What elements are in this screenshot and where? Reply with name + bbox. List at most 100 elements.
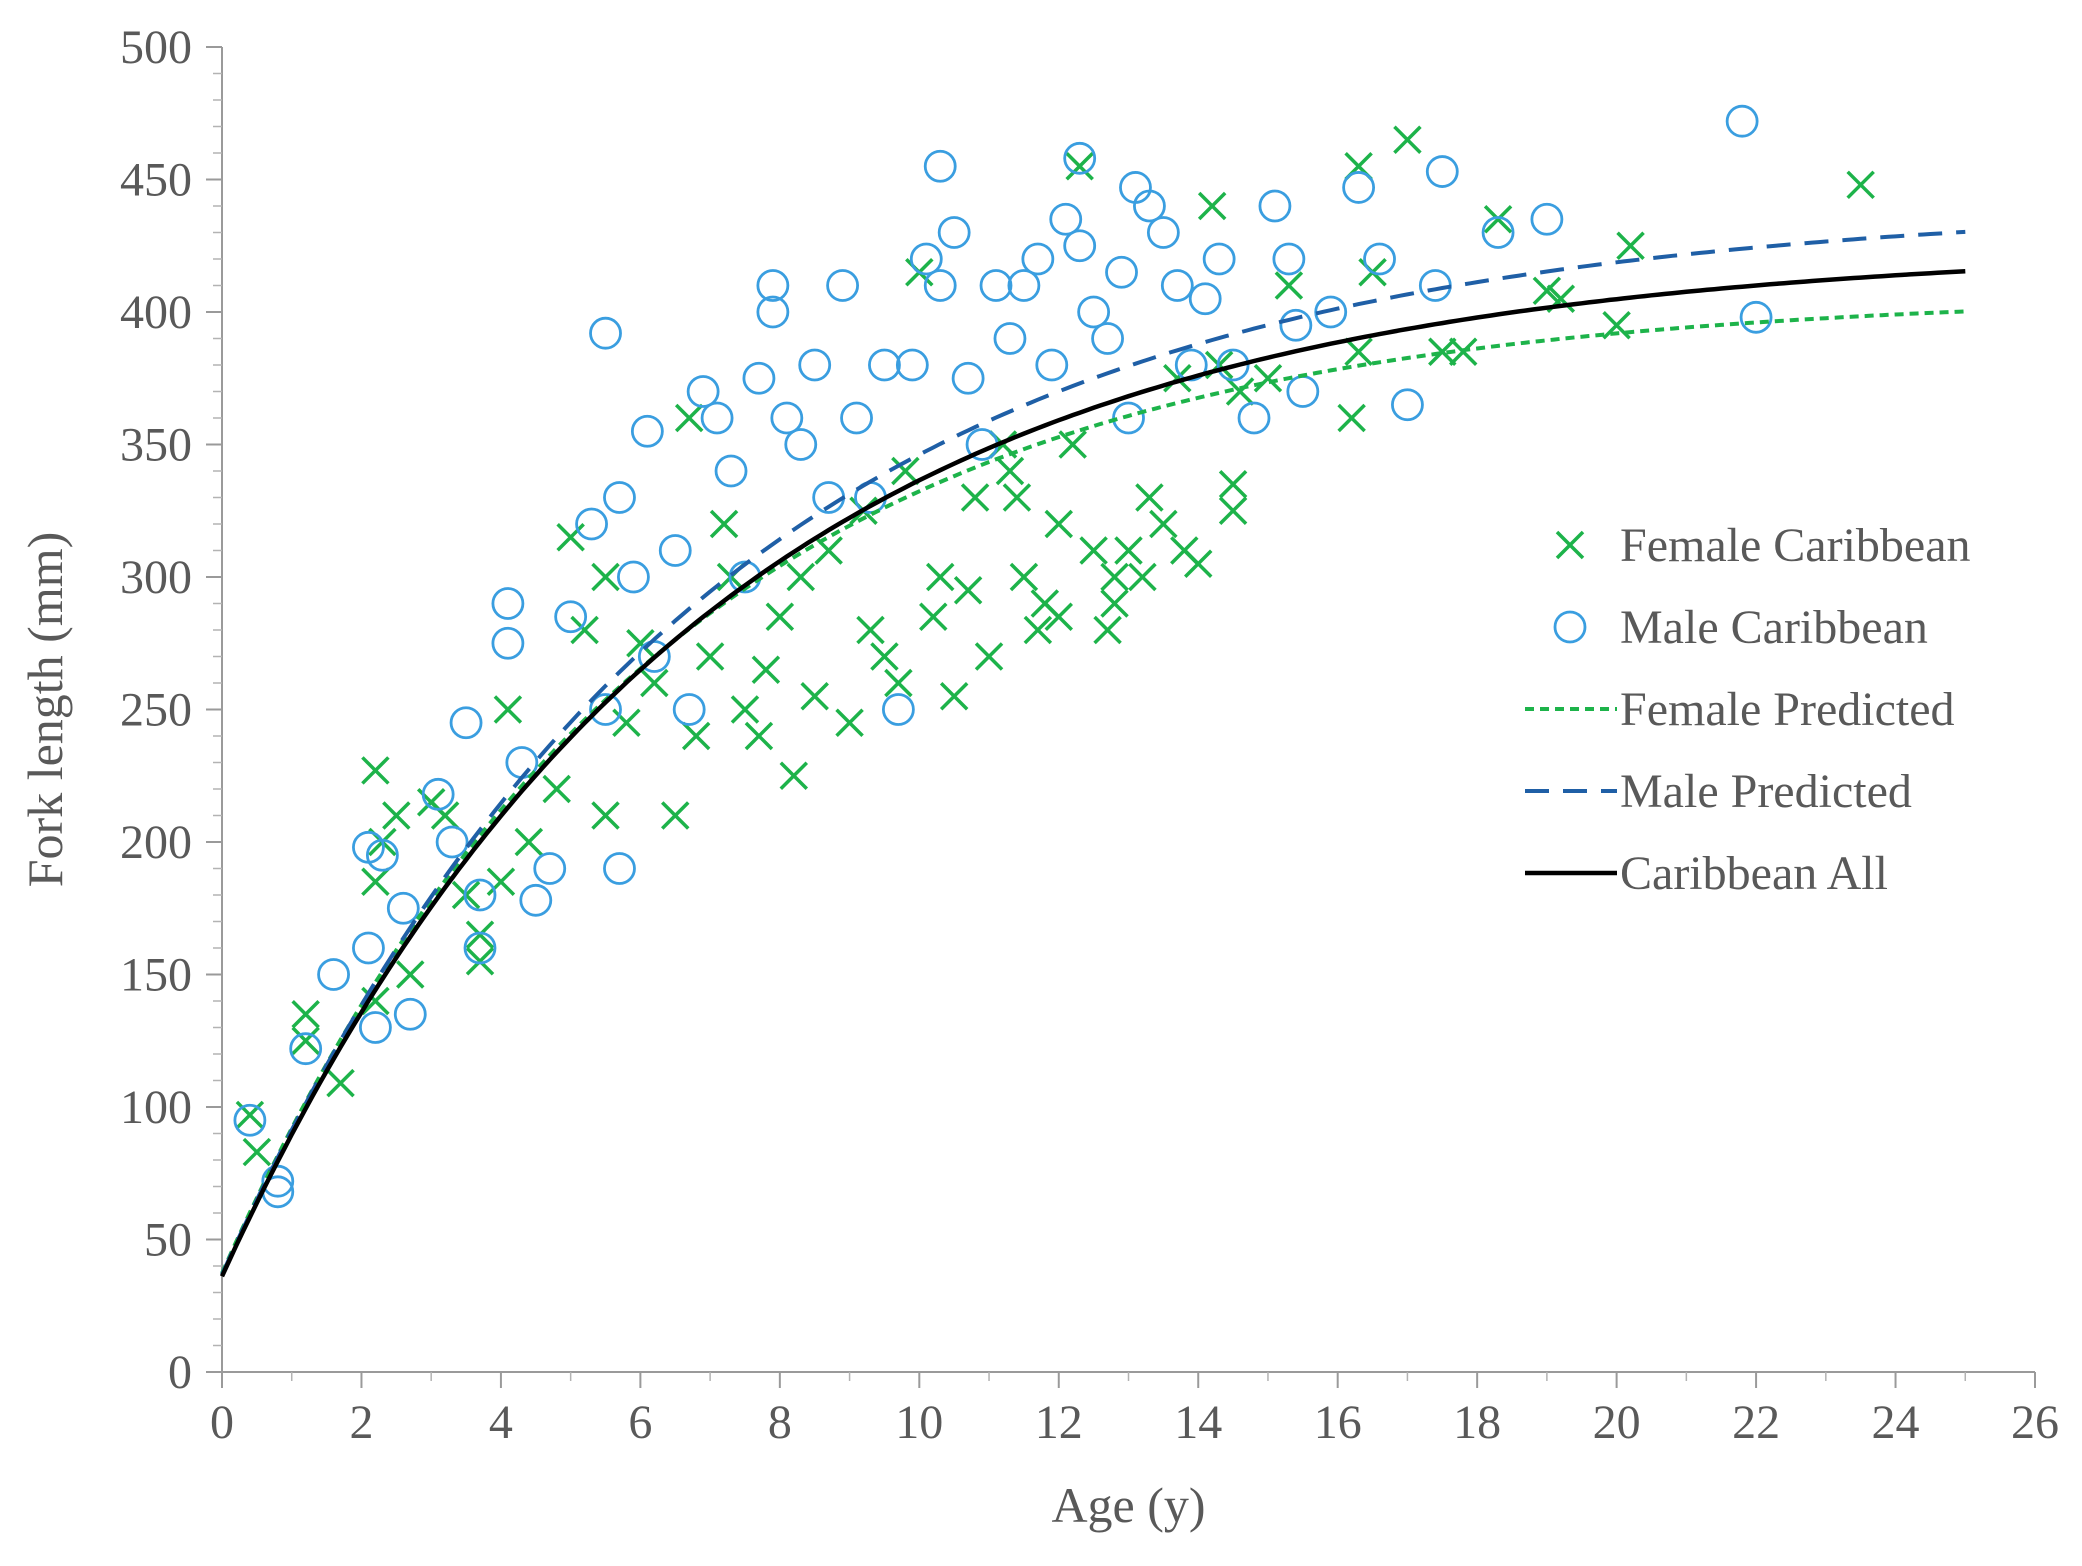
legend-item: Caribbean All: [1525, 847, 1888, 900]
data-point: [658, 534, 692, 567]
data-point: [661, 801, 690, 830]
data-point: [1065, 152, 1094, 181]
data-point: [1337, 403, 1366, 433]
marker-stroke: [430, 801, 460, 830]
data-point: [798, 348, 832, 382]
marker-stroke: [1170, 536, 1199, 565]
data-point: [1532, 276, 1562, 306]
marker-stroke: [612, 708, 641, 737]
legend-label: Male Predicted: [1620, 765, 1912, 818]
data-point: [449, 706, 483, 740]
data-point: [591, 801, 620, 830]
marker-stroke: [1100, 589, 1129, 618]
legend-label: Female Caribbean: [1620, 519, 1971, 572]
data-point: [326, 1068, 355, 1098]
data-point: [640, 668, 669, 698]
data-point: [1188, 282, 1222, 316]
marker-stroke: [1253, 364, 1283, 393]
data-point: [681, 721, 711, 751]
x-tick-label: 4: [489, 1396, 513, 1449]
marker-stroke: [779, 761, 809, 790]
legend-item: Female Predicted: [1525, 683, 1955, 736]
data-point: [1225, 377, 1255, 406]
marker-stroke: [1044, 602, 1074, 631]
data-point: [1163, 364, 1192, 393]
data-point: [1105, 255, 1138, 289]
data-point: [359, 1011, 392, 1044]
x-tick-label: 16: [1314, 1396, 1362, 1449]
data-point: [1063, 229, 1097, 263]
data-point: [1063, 141, 1097, 175]
data-point: [1481, 216, 1515, 249]
x-axis-title: Age (y): [1051, 1477, 1205, 1533]
data-point: [672, 693, 706, 726]
series-line-male-predicted: [220, 229, 1966, 1276]
data-point: [493, 695, 523, 724]
marker-stroke: [1616, 231, 1645, 260]
marker-stroke: [361, 756, 390, 785]
x-tick-label: 6: [628, 1396, 652, 1449]
data-point: [1363, 242, 1396, 276]
marker-stroke: [1555, 530, 1585, 560]
data-point: [233, 1103, 267, 1137]
data-point: [1483, 205, 1513, 234]
x-tick-label: 0: [210, 1396, 234, 1449]
data-point: [1253, 364, 1283, 393]
data-point: [870, 642, 899, 671]
data-point: [1218, 496, 1248, 525]
data-point: [465, 947, 495, 976]
x-tick-label: 8: [768, 1396, 792, 1449]
data-point: [1279, 308, 1313, 342]
data-point: [1393, 125, 1422, 154]
data-point: [1044, 602, 1074, 631]
y-tick-label: 150: [120, 949, 192, 1002]
y-axis: 0 50 100 150 200 250 300 350 400 450 500: [120, 21, 223, 1399]
data-point: [1428, 337, 1457, 366]
marker-stroke: [1114, 536, 1143, 565]
marker-stroke: [556, 523, 585, 552]
marker-stroke: [995, 456, 1025, 486]
data-point: [630, 414, 664, 448]
data-point: [765, 602, 795, 631]
data-point: [591, 562, 620, 592]
data-point: [1146, 216, 1180, 249]
data-point: [695, 642, 725, 671]
data-point: [923, 269, 957, 302]
data-point: [909, 242, 943, 276]
data-point: [1079, 536, 1108, 565]
marker-stroke: [1065, 152, 1094, 181]
data-point: [1391, 388, 1424, 422]
data-point: [289, 1032, 323, 1066]
data-point: [1049, 202, 1083, 236]
marker-stroke: [1030, 589, 1060, 618]
data-point: [756, 269, 790, 302]
data-point: [742, 361, 776, 395]
marker-stroke: [960, 483, 990, 512]
x-tick-label: 18: [1453, 1396, 1501, 1449]
y-tick-label: 500: [120, 21, 192, 74]
data-point: [1197, 191, 1227, 221]
marker-stroke: [1128, 562, 1157, 592]
marker-stroke: [765, 602, 795, 631]
data-point: [603, 852, 636, 885]
data-point: [835, 708, 864, 737]
series-line-caribbean-all: [219, 268, 1966, 1278]
data-point: [1100, 562, 1129, 592]
data-point: [242, 1137, 272, 1167]
y-tick-label: 100: [120, 1081, 192, 1134]
y-tick-label: 0: [168, 1346, 192, 1399]
data-point: [612, 708, 641, 737]
data-point: [1218, 470, 1248, 499]
data-point: [1114, 536, 1143, 565]
data-point: [1216, 348, 1250, 382]
marker-stroke: [1163, 364, 1192, 393]
x-tick-label: 22: [1732, 1396, 1780, 1449]
data-point: [1739, 300, 1773, 334]
y-tick-label: 250: [120, 684, 192, 737]
x-axis: 0 2 4 6 8 10 12 14 16 18 20 22 24 26: [210, 1371, 2059, 1449]
marker-stroke: [870, 642, 899, 671]
data-point: [463, 931, 497, 965]
data-point: [317, 958, 350, 991]
marker-stroke: [891, 456, 920, 486]
